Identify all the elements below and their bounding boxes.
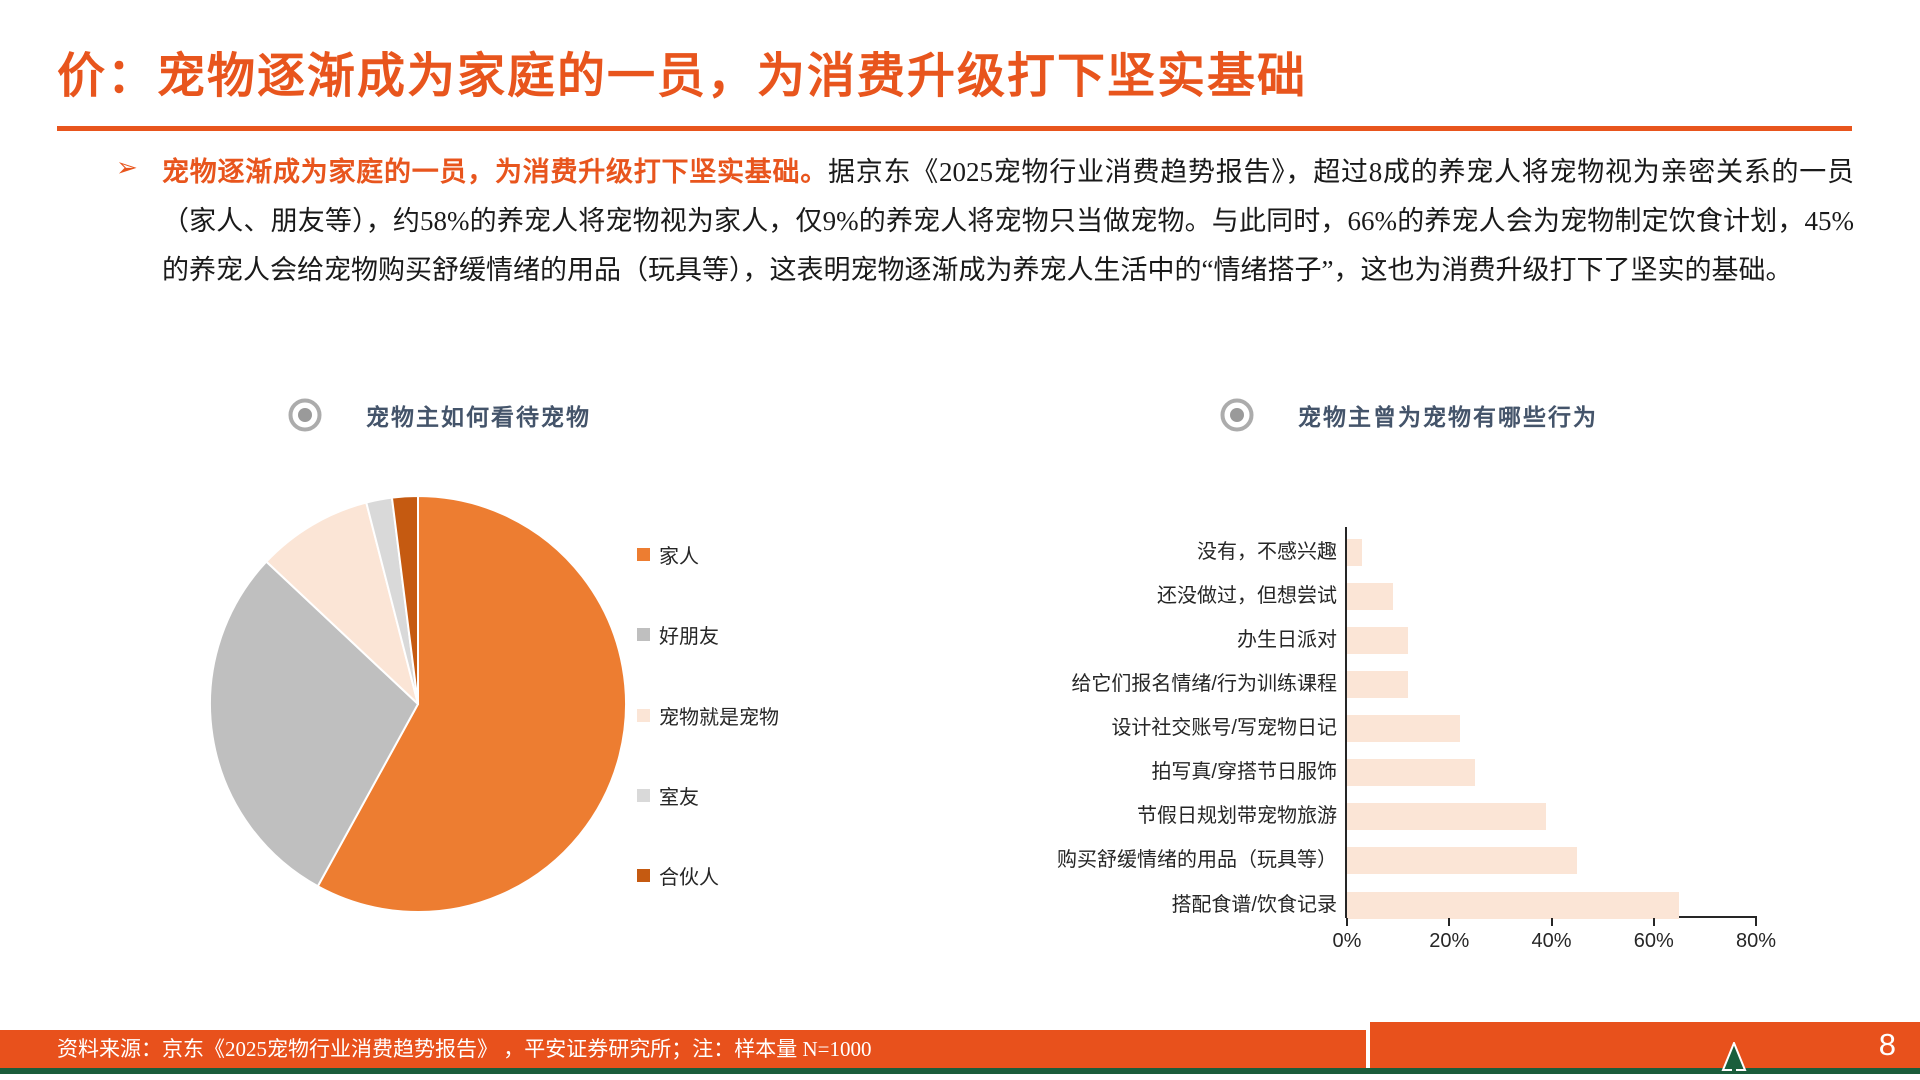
legend-item: 合伙人 bbox=[637, 861, 779, 890]
bar-chart-title-row: 宠物主曾为宠物有哪些行为 bbox=[1220, 398, 1598, 432]
legend-swatch bbox=[637, 869, 650, 882]
pie-slice-2 bbox=[265, 501, 419, 705]
summary-paragraph: ➢ 宠物逐渐成为家庭的一员，为消费升级打下坚实基础。据京东《2025宠物行业消费… bbox=[116, 148, 1856, 295]
bar-category-label: 拍写真/穿搭节日服饰 bbox=[1151, 761, 1337, 784]
footer-bar-left bbox=[0, 1030, 1366, 1068]
x-axis-tick-label: 0% bbox=[1332, 930, 1362, 952]
pie-slice-0 bbox=[316, 495, 627, 913]
legend-item: 宠物就是宠物 bbox=[637, 701, 779, 730]
bar-category-label: 给它们报名情绪/行为训练课程 bbox=[1071, 672, 1337, 695]
footer-green-line bbox=[0, 1068, 1920, 1074]
x-axis-tick-label: 60% bbox=[1633, 930, 1674, 952]
summary-text: 宠物逐渐成为家庭的一员，为消费升级打下坚实基础。据京东《2025宠物行业消费趋势… bbox=[162, 148, 1854, 295]
legend-label: 合伙人 bbox=[659, 867, 719, 889]
title-underline bbox=[57, 126, 1852, 131]
x-axis-tick-label: 20% bbox=[1429, 930, 1470, 952]
bullet-arrow-icon: ➢ bbox=[116, 152, 138, 182]
footer-divider bbox=[1366, 1022, 1370, 1068]
bar bbox=[1347, 582, 1393, 610]
bar bbox=[1347, 891, 1680, 919]
pie-chart bbox=[209, 495, 627, 913]
legend-swatch bbox=[637, 708, 650, 722]
pie-chart-title: 宠物主如何看待宠物 bbox=[366, 405, 591, 430]
legend-item: 室友 bbox=[637, 781, 779, 810]
bar bbox=[1347, 803, 1547, 831]
x-axis-tick bbox=[1550, 918, 1553, 926]
legend-swatch bbox=[637, 628, 650, 642]
x-axis-tick bbox=[1755, 918, 1757, 926]
bar-category-labels: 没有，不感兴趣还没做过，但想尝试办生日派对给它们报名情绪/行为训练课程设计社交账… bbox=[1010, 527, 1337, 918]
x-axis-tick bbox=[1346, 918, 1348, 926]
pie-slice-1 bbox=[209, 560, 419, 888]
footer-bar-right bbox=[1370, 1022, 1920, 1068]
bar-category-label: 购买舒缓情绪的用品（玩具等） bbox=[1057, 849, 1337, 872]
legend-item: 家人 bbox=[637, 540, 779, 569]
bar bbox=[1347, 759, 1475, 787]
legend-swatch bbox=[637, 548, 650, 561]
bar bbox=[1347, 626, 1409, 654]
bar bbox=[1347, 670, 1409, 698]
legend-label: 好朋友 bbox=[659, 626, 719, 649]
summary-body: 据京东《2025宠物行业消费趋势报告》，超过8成的养宠人将宠物视为亲密关系的一员… bbox=[162, 157, 1854, 285]
summary-lead: 宠物逐渐成为家庭的一员，为消费升级打下坚实基础。 bbox=[162, 157, 828, 187]
bar-category-label: 没有，不感兴趣 bbox=[1197, 540, 1337, 563]
page-title: 价：宠物逐渐成为家庭的一员，为消费升级打下坚实基础 bbox=[57, 50, 1308, 103]
x-axis-tick-label: 80% bbox=[1735, 930, 1777, 952]
bar bbox=[1347, 538, 1363, 566]
bar-category-label: 搭配食谱/饮食记录 bbox=[1171, 893, 1337, 916]
bullseye-icon bbox=[288, 398, 322, 432]
bar-category-label: 节假日规划带宠物旅游 bbox=[1137, 805, 1337, 828]
pie-slice-4 bbox=[390, 495, 419, 705]
bullseye-icon bbox=[1220, 398, 1254, 432]
bar-category-label: 设计社交账号/写宠物日记 bbox=[1111, 717, 1337, 739]
publisher-tree-logo-icon bbox=[1721, 1042, 1747, 1074]
legend-swatch bbox=[637, 788, 650, 802]
pie-chart-title-row: 宠物主如何看待宠物 bbox=[288, 398, 591, 432]
x-axis-tick bbox=[1448, 918, 1451, 926]
legend-label: 宠物就是宠物 bbox=[659, 706, 779, 729]
bar-category-label: 办生日派对 bbox=[1237, 628, 1337, 651]
bar-category-label: 还没做过，但想尝试 bbox=[1157, 584, 1337, 607]
source-note: 资料来源：京东《2025宠物行业消费趋势报告》 ，平安证券研究所；注：样本量 N… bbox=[57, 1037, 872, 1061]
legend-label: 室友 bbox=[659, 786, 699, 809]
bar-chart-title: 宠物主曾为宠物有哪些行为 bbox=[1298, 405, 1598, 430]
x-axis-tick-label: 40% bbox=[1531, 930, 1572, 952]
legend-label: 家人 bbox=[659, 546, 699, 568]
bar bbox=[1347, 847, 1578, 875]
page-number: 8 bbox=[1878, 1027, 1896, 1062]
bar bbox=[1347, 715, 1460, 742]
bar-chart-plot: 0% 20% 40% 60% 80% bbox=[1333, 527, 1776, 952]
x-axis-tick bbox=[1652, 918, 1655, 926]
legend-item: 好朋友 bbox=[637, 620, 779, 649]
pie-legend: 家人好朋友宠物就是宠物 室友合伙人 bbox=[637, 540, 779, 890]
